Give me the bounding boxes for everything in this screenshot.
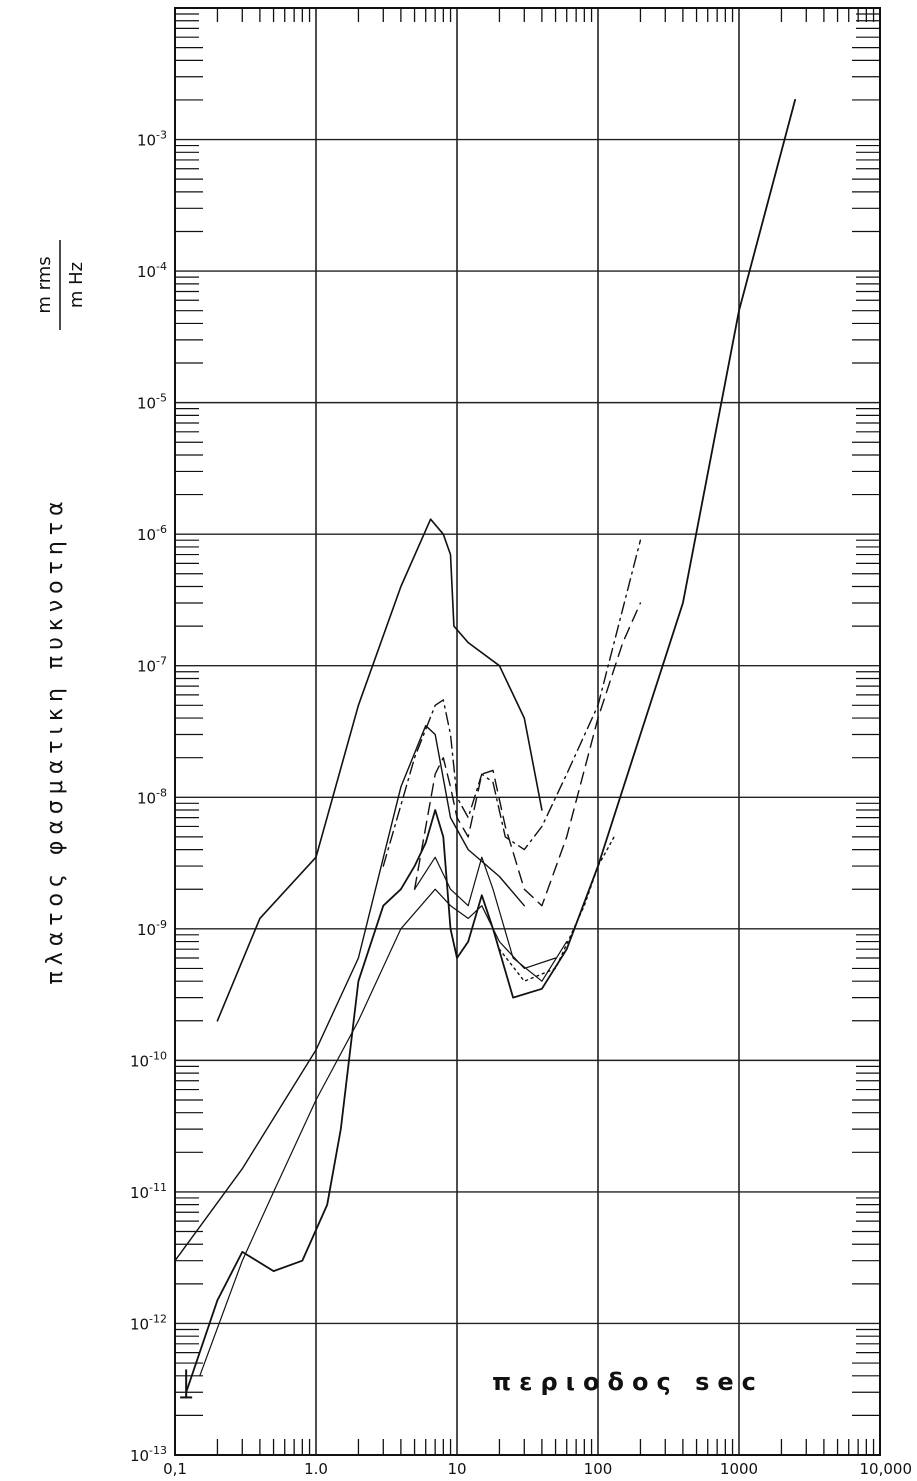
x-axis-label: περιοδος sec [492, 1368, 764, 1396]
y-tick-label: 10-8 [137, 786, 167, 807]
series-line-3 [382, 539, 642, 867]
y-tick-label: 10-12 [130, 1312, 167, 1333]
y-tick-label: 10-11 [130, 1181, 167, 1202]
y-tick-label: 10-5 [137, 392, 167, 413]
plot-border [174, 7, 881, 1456]
x-tick-label: 1000 [720, 1460, 758, 1478]
y-tick-label: 10-10 [130, 1049, 167, 1070]
x-tick-label: 1.0 [304, 1460, 328, 1478]
y-axis-label: πλατος φασματικη πυκνοτητα [43, 495, 68, 984]
x-tick-label: 10 [447, 1460, 466, 1478]
series-line-2 [174, 725, 525, 1262]
x-tick-label: 0,1 [163, 1460, 187, 1478]
y-tick-label: 10-3 [137, 129, 167, 150]
y-tick-labels: 10-13 10-12 10-11 10-10 10-9 10-8 10-7 10-6 10-5… [130, 129, 167, 1465]
series-line-5 [185, 99, 796, 1394]
y-tick-label: 10-9 [137, 918, 167, 939]
series-line-4 [413, 602, 642, 907]
y-unit-numerator: m rms [34, 256, 55, 313]
series-line-7 [414, 856, 568, 982]
x-tick-label: 10,000 [860, 1460, 913, 1478]
x-tick-label: 100 [584, 1460, 613, 1478]
y-tick-label: 10-7 [137, 655, 167, 676]
series-line-8 [498, 836, 615, 982]
series-line-6 [199, 888, 557, 1377]
y-unit: m rms m Hz [34, 240, 87, 330]
x-tick-labels: 0,1 1.0 10 100 1000 10,000 [163, 1460, 912, 1478]
series-group [174, 99, 796, 1399]
plot-frame [174, 7, 881, 1456]
y-tick-label: 10-13 [130, 1444, 167, 1465]
series-line-1 [216, 518, 543, 1022]
y-unit-denominator: m Hz [66, 262, 87, 308]
y-tick-label: 10-4 [137, 260, 167, 281]
y-tick-label: 10-6 [137, 523, 167, 544]
